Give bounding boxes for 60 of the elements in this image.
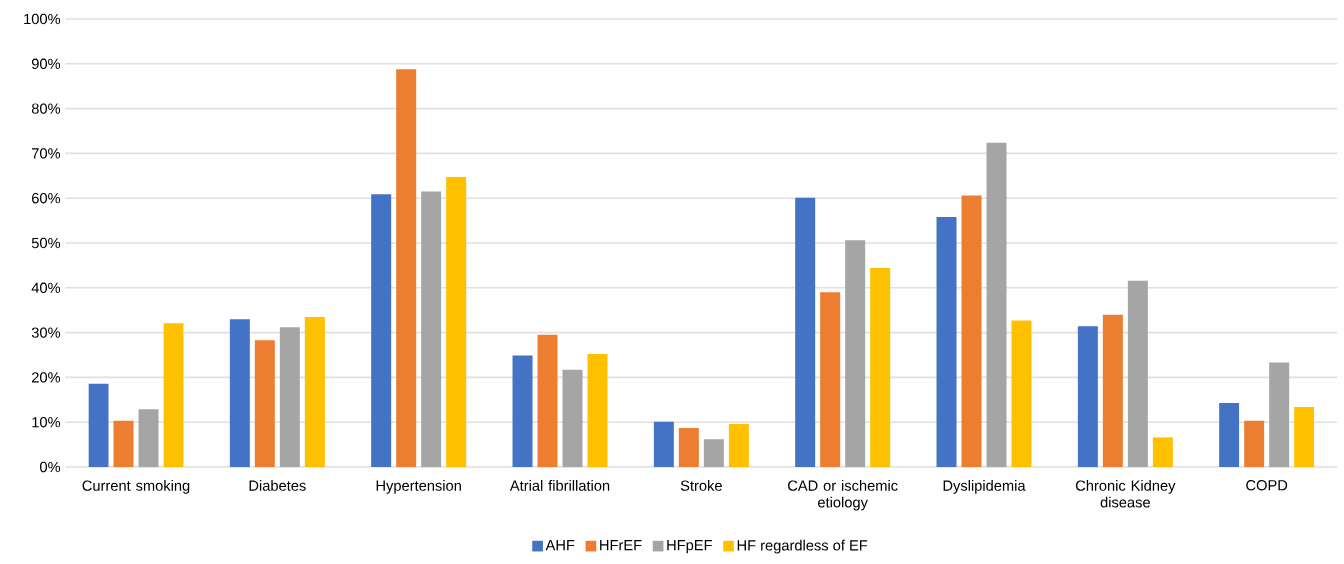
- x-tick-label: CAD or ischemic etiology: [788, 480, 898, 511]
- bar: [1127, 280, 1148, 467]
- bar: [728, 423, 749, 467]
- bar: [371, 194, 392, 467]
- bar: [512, 355, 533, 467]
- y-tick-label: 30%: [31, 327, 61, 338]
- x-tick-label: Hypertension: [376, 480, 461, 494]
- bar: [703, 439, 724, 467]
- legend-label: HF regardless of EF: [737, 539, 868, 554]
- bar: [1269, 362, 1290, 467]
- bar: [1077, 326, 1098, 467]
- bar: [1244, 420, 1265, 467]
- legend-label: HFrEF: [600, 540, 642, 551]
- bar: [304, 316, 325, 467]
- bar: [986, 142, 1007, 467]
- y-tick-label: 80%: [31, 103, 61, 114]
- bar: [870, 268, 891, 467]
- bar: [1011, 320, 1032, 467]
- bar: [678, 428, 699, 467]
- x-tick-label: Stroke: [680, 480, 722, 491]
- x-tick-label: Chronic Kidney disease: [1075, 480, 1176, 508]
- bar: [138, 409, 159, 467]
- bar: [1219, 402, 1240, 467]
- bar: [653, 421, 674, 467]
- bar: [446, 176, 467, 467]
- y-tick-label: 90%: [31, 58, 61, 69]
- bar: [1102, 314, 1123, 467]
- bar: [1294, 406, 1315, 467]
- y-tick-label: 60%: [32, 193, 61, 204]
- x-tick-label: Current smoking: [82, 480, 190, 494]
- y-tick-label: 50%: [31, 237, 61, 249]
- bar: [1152, 437, 1173, 467]
- bar: [961, 195, 982, 467]
- bar: [229, 319, 250, 467]
- x-tick-label: Atrial fibrillation: [509, 480, 610, 491]
- bar: [587, 354, 608, 467]
- bar: [88, 383, 109, 467]
- bar: [845, 240, 866, 467]
- bar: [254, 340, 275, 467]
- legend-label: HFpEF: [667, 540, 712, 554]
- y-tick-label: 20%: [32, 372, 61, 383]
- bar: [421, 191, 442, 467]
- y-tick-label: 100%: [24, 13, 61, 25]
- bar: [396, 69, 417, 467]
- bar: [820, 292, 841, 467]
- legend-label: AHF: [545, 540, 575, 551]
- y-tick-label: 40%: [31, 282, 61, 293]
- y-tick-label: 0%: [39, 461, 61, 473]
- bar: [163, 323, 184, 467]
- y-tick-label: 70%: [32, 148, 61, 159]
- x-tick-label: COPD: [1246, 480, 1288, 491]
- bar: [562, 369, 583, 467]
- x-tick-label: Dyslipidemia: [943, 480, 1026, 494]
- bar: [113, 420, 134, 467]
- bar: [537, 334, 558, 467]
- bar: [279, 327, 300, 467]
- x-tick-label: Diabetes: [249, 480, 306, 491]
- y-tick-label: 10%: [32, 417, 61, 428]
- bar: [936, 217, 957, 467]
- bar: [795, 197, 816, 467]
